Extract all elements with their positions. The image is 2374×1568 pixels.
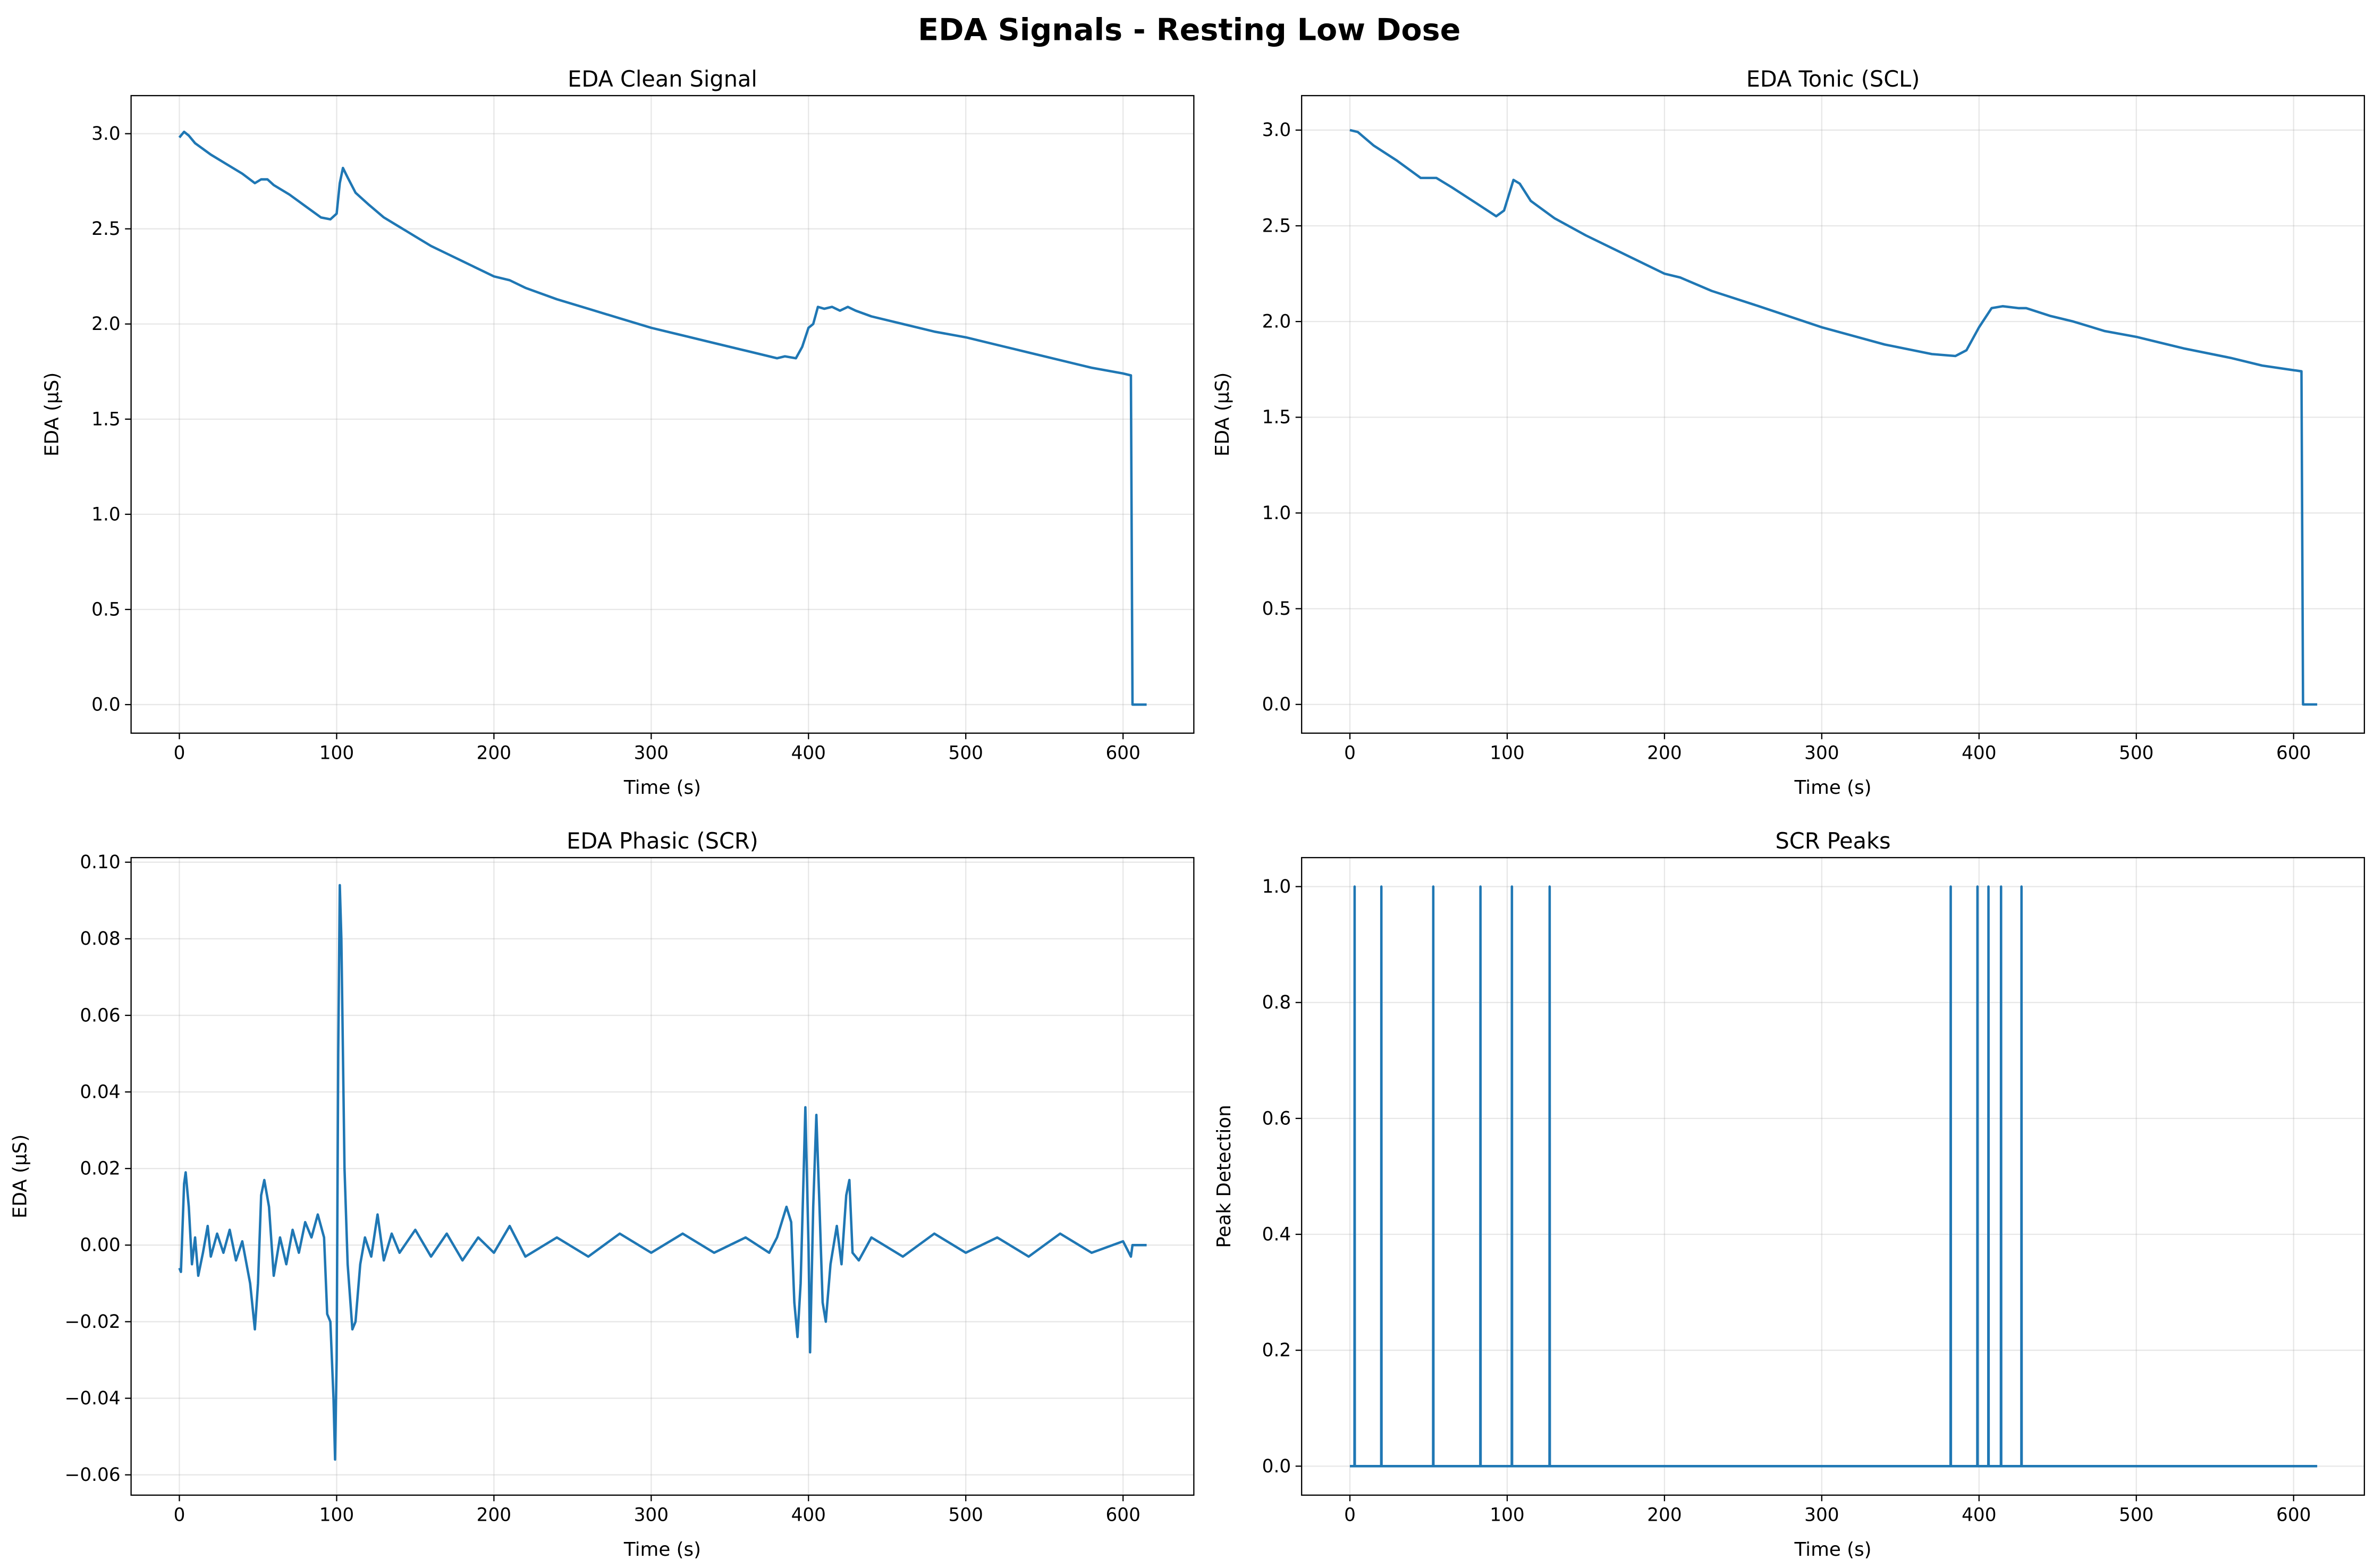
y-tick-label: 0.02 bbox=[80, 1158, 120, 1180]
x-tick-label: 100 bbox=[1490, 1504, 1524, 1525]
x-tick-label: 300 bbox=[634, 1504, 669, 1525]
x-tick-label: 400 bbox=[791, 1504, 826, 1525]
axes-frame bbox=[1301, 857, 2365, 1496]
figure-title: EDA Signals - Resting Low Dose bbox=[918, 13, 1460, 48]
y-tick-label: 0.10 bbox=[80, 852, 120, 873]
x-axis-label: Time (s) bbox=[1794, 1539, 1871, 1561]
y-tick-label: 3.0 bbox=[91, 123, 121, 145]
x-tick-label: 300 bbox=[1804, 1504, 1839, 1525]
x-tick-label: 400 bbox=[1962, 742, 1996, 764]
y-tick-label: 1.0 bbox=[1262, 503, 1291, 524]
y-tick-label: 0.0 bbox=[91, 694, 121, 716]
y-tick-label: 2.0 bbox=[1262, 311, 1291, 333]
x-tick-label: 100 bbox=[1490, 742, 1524, 764]
axes-frame bbox=[130, 857, 1195, 1496]
y-tick-label: 0.00 bbox=[80, 1235, 120, 1256]
subplot-title: EDA Clean Signal bbox=[568, 66, 757, 92]
y-tick-label: 0.5 bbox=[91, 599, 121, 620]
axes-frame bbox=[1301, 95, 2365, 734]
axes-frame bbox=[130, 95, 1195, 734]
subplot-title: SCR Peaks bbox=[1776, 828, 1891, 854]
x-tick-label: 600 bbox=[1105, 742, 1140, 764]
x-tick-label: 600 bbox=[2276, 742, 2311, 764]
y-tick-label: 0.8 bbox=[1262, 992, 1291, 1013]
x-tick-label: 600 bbox=[1105, 1504, 1140, 1525]
y-tick-label: 0.08 bbox=[80, 928, 120, 950]
y-axis-label: EDA (µS) bbox=[41, 372, 63, 456]
data-line bbox=[178, 130, 1147, 706]
x-axis-label: Time (s) bbox=[623, 1539, 701, 1561]
y-tick-label: 0.2 bbox=[1262, 1340, 1291, 1361]
subplot-title: EDA Tonic (SCL) bbox=[1746, 66, 1920, 92]
y-tick-label: 0.06 bbox=[80, 1005, 120, 1026]
y-tick-label: 0.0 bbox=[1262, 1456, 1291, 1477]
x-tick-label: 0 bbox=[174, 742, 185, 764]
x-tick-label: 200 bbox=[1647, 1504, 1682, 1525]
y-axis-label: EDA (µS) bbox=[10, 1134, 31, 1218]
x-tick-label: 600 bbox=[2276, 1504, 2311, 1525]
x-tick-label: 400 bbox=[1962, 1504, 1996, 1525]
x-tick-label: 500 bbox=[2119, 1504, 2153, 1525]
y-tick-label: 0.6 bbox=[1262, 1108, 1291, 1129]
x-tick-label: 500 bbox=[949, 742, 983, 764]
y-tick-label: 0.4 bbox=[1262, 1224, 1291, 1245]
y-axis-label: Peak Detection bbox=[1213, 1105, 1235, 1248]
x-axis-label: Time (s) bbox=[623, 777, 701, 799]
data-line bbox=[1349, 129, 2318, 706]
y-tick-label: 2.5 bbox=[91, 218, 121, 240]
y-tick-label: 1.0 bbox=[91, 504, 121, 525]
y-tick-label: 0.5 bbox=[1262, 598, 1291, 620]
data-line bbox=[178, 884, 1147, 1461]
y-tick-label: 0.0 bbox=[1262, 694, 1291, 715]
x-tick-label: 500 bbox=[2119, 742, 2153, 764]
y-tick-label: −0.04 bbox=[65, 1388, 121, 1409]
x-tick-label: 0 bbox=[1344, 742, 1356, 764]
x-tick-label: 200 bbox=[477, 1504, 511, 1525]
y-tick-label: 1.5 bbox=[1262, 407, 1291, 428]
x-tick-label: 400 bbox=[791, 742, 826, 764]
y-tick-label: 3.0 bbox=[1262, 120, 1291, 141]
x-tick-label: 300 bbox=[634, 742, 669, 764]
x-tick-label: 500 bbox=[949, 1504, 983, 1525]
x-tick-label: 100 bbox=[319, 1504, 354, 1525]
y-tick-label: 1.5 bbox=[91, 409, 121, 430]
data-line bbox=[1350, 885, 2318, 1468]
subplot-title: EDA Phasic (SCR) bbox=[567, 828, 758, 854]
y-axis-label: EDA (µS) bbox=[1212, 372, 1234, 456]
x-tick-label: 0 bbox=[174, 1504, 185, 1525]
y-tick-label: 2.0 bbox=[91, 313, 121, 335]
y-tick-label: −0.06 bbox=[65, 1464, 121, 1486]
x-tick-label: 0 bbox=[1344, 1504, 1356, 1525]
y-tick-label: 0.04 bbox=[80, 1081, 120, 1103]
y-tick-label: 1.0 bbox=[1262, 876, 1291, 897]
x-tick-label: 300 bbox=[1804, 742, 1839, 764]
x-tick-label: 200 bbox=[1647, 742, 1682, 764]
x-axis-label: Time (s) bbox=[1794, 777, 1871, 799]
y-tick-label: 2.5 bbox=[1262, 215, 1291, 236]
y-tick-label: −0.02 bbox=[65, 1311, 121, 1333]
x-tick-label: 200 bbox=[477, 742, 511, 764]
x-tick-label: 100 bbox=[319, 742, 354, 764]
